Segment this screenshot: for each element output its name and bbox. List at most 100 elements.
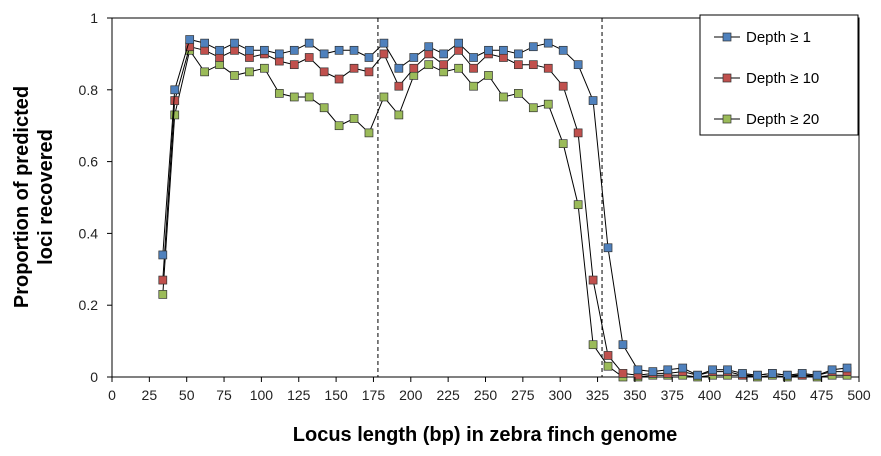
data-point [245,67,254,77]
x-tick-label: 75 [216,387,232,403]
data-point [663,365,673,375]
data-point [170,85,180,95]
y-tick-label: 1 [90,10,98,26]
data-point [469,63,478,73]
data-point [200,67,209,77]
legend-label: Depth ≥ 1 [746,29,811,46]
data-point [603,361,613,371]
data-point [693,370,702,380]
data-point [230,71,239,80]
y-axis-title-line-2: loci recovered [35,129,57,265]
data-point [588,340,598,350]
x-tick-label: 425 [735,387,759,403]
data-point [543,38,553,48]
data-point [454,38,463,48]
legend-marker [722,32,732,42]
data-point [215,53,224,62]
data-point [618,340,628,350]
data-point [274,49,284,59]
x-tick-label: 500 [847,387,871,403]
data-point [573,60,583,70]
x-tick-label: 125 [287,387,311,403]
data-point [514,60,523,70]
data-point [499,53,508,62]
data-point [304,38,314,48]
x-tick-label: 50 [179,387,195,403]
x-tick-label: 375 [661,387,685,403]
data-point [827,365,837,375]
data-point [738,369,747,378]
y-tick-label: 0.6 [79,154,99,170]
data-point [409,71,419,80]
data-point [319,49,329,59]
legend-items: Depth ≥ 1 Depth ≥ 10 Depth ≥ 20 [714,29,819,128]
data-point [364,67,374,77]
x-tick-label: 275 [511,387,535,403]
data-point [409,63,419,73]
data-point [514,49,523,59]
data-point [842,363,852,373]
x-tick-label: 150 [324,387,348,403]
series-group [158,35,852,380]
y-tick-label: 0.8 [79,82,99,98]
data-point [158,275,168,285]
data-point [558,81,568,91]
data-point [289,92,299,102]
data-point [528,103,538,113]
data-point [394,63,404,73]
data-point [573,128,583,138]
data-point [230,45,239,55]
y-axis-title-line-1: Proportion of predicted [11,86,33,308]
x-tick-label: 200 [399,387,423,403]
x-tick-label: 225 [436,387,460,403]
data-point [215,60,224,70]
data-point [200,38,209,48]
data-point [484,71,493,80]
x-tick-label: 175 [362,387,386,403]
x-axis-title: Locus length (bp) in zebra finch genome [293,424,677,446]
data-point [319,67,329,77]
x-tick-label: 0 [108,387,116,403]
data-point [274,89,284,98]
data-point [424,42,434,52]
data-point [454,63,463,73]
data-point [678,363,688,373]
x-tick-label: 475 [810,387,834,403]
x-tick-label: 250 [474,387,498,403]
legend-label: Depth ≥ 10 [746,70,819,87]
data-point [158,250,168,260]
data-point [245,45,254,55]
data-point [499,92,508,102]
y-axis-title: Proportion of predicted loci recovered [11,86,57,308]
data-point [469,53,478,62]
data-point [439,60,449,70]
data-point [723,365,732,375]
data-point [558,45,568,55]
data-point [260,45,269,55]
x-axis-ticks: 0 25 50 75 100 125 150 175 200 225 250 275 300 325 350… [108,377,871,403]
x-tick-label: 300 [549,387,573,403]
data-point [394,81,404,91]
data-point [528,42,538,52]
data-point [543,99,553,109]
x-tick-label: 325 [586,387,610,403]
data-point [215,45,224,55]
data-point [409,53,419,62]
data-point [245,53,254,62]
data-point [349,45,359,55]
data-point [603,243,613,253]
data-point [543,63,553,73]
data-point [633,365,643,375]
data-point [230,38,239,48]
legend-marker [722,73,732,83]
data-point [349,63,359,73]
y-tick-label: 0.2 [79,297,99,313]
data-point [334,121,344,131]
data-point [648,367,658,376]
data-point [170,110,180,120]
legend-marker [722,114,732,124]
legend: Depth ≥ 1 Depth ≥ 10 Depth ≥ 20 [699,14,859,136]
data-point [260,63,269,73]
x-tick-label: 400 [698,387,722,403]
